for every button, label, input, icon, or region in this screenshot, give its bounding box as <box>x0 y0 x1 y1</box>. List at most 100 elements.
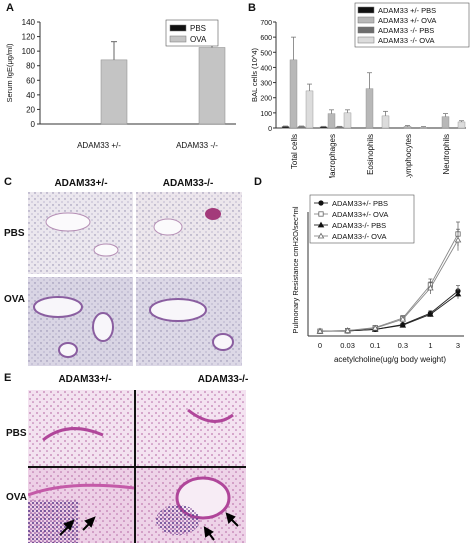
data-point <box>427 310 434 317</box>
legend-swatch <box>357 6 375 14</box>
legend-label: OVA <box>190 35 207 44</box>
legend-label: ADAM33 +/- PBS <box>378 6 436 15</box>
bar <box>335 126 344 129</box>
x-tick-label: 0.03 <box>340 341 355 350</box>
panel-label-b: B <box>248 2 256 14</box>
x-tick-label: 1 <box>428 341 432 350</box>
category-label: Neutrophils <box>442 134 451 174</box>
panel-c-col1-header: ADAM33+/- <box>54 178 108 189</box>
bar <box>281 126 290 129</box>
panel-c-row1-label: PBS <box>4 228 25 239</box>
legend-swatch <box>357 26 375 34</box>
y-tick-label: 300 <box>260 81 272 88</box>
x-tick-label: 0.3 <box>398 341 408 350</box>
data-point <box>427 284 434 291</box>
legend-label: ADAM33 -/- OVA <box>378 36 435 45</box>
chart-d: 0 0.03 0.1 0.3 1 3 acetylcholine(ug/g body wei… <box>291 194 464 364</box>
y-axis-label: Pulmonary Resistance cmH2O/sec*ml <box>291 206 300 333</box>
bar <box>289 59 298 129</box>
legend-label: ADAM33-/- PBS <box>332 221 386 230</box>
x-axis-label: acetylcholine(ug/g body weight) <box>334 355 446 364</box>
bar <box>457 121 466 129</box>
legend-label: PBS <box>190 24 206 33</box>
panel-c-micrographs <box>28 192 242 366</box>
panel-label-d: D <box>254 176 262 188</box>
category-label: Lymphocytes <box>404 134 413 178</box>
data-point <box>317 232 325 239</box>
bar <box>297 126 306 129</box>
data-point <box>454 236 462 243</box>
y-tick-label: 40 <box>26 91 35 100</box>
x-tick-label: 3 <box>456 341 460 350</box>
bar <box>305 90 314 129</box>
category-label: ADAM33 -/- <box>176 141 218 150</box>
y-tick-label: 120 <box>22 33 36 42</box>
x-tick-label: 0 <box>318 341 322 350</box>
chart-b: 0 100 200 300 400 500 600 700 BAL cells (10^4) To… <box>250 2 470 178</box>
panel-e-micrographs <box>28 390 246 543</box>
y-tick-label: 100 <box>22 47 36 56</box>
data-point <box>344 327 351 334</box>
data-point <box>316 327 324 334</box>
data-point <box>317 221 325 228</box>
x-tick-label: 0.1 <box>370 341 380 350</box>
panel-c-col2-header: ADAM33-/- <box>162 178 214 189</box>
bar <box>441 116 450 129</box>
data-point <box>318 200 324 206</box>
legend-swatch <box>357 16 375 24</box>
bar <box>403 126 412 129</box>
bar <box>365 88 374 129</box>
panel-e-col2-header: ADAM33-/- <box>197 374 249 385</box>
bar <box>381 115 390 129</box>
category-label: ADAM33 +/- <box>77 141 121 150</box>
category-label: Macrophages <box>328 134 337 178</box>
panel-e-col1-header: ADAM33+/- <box>58 374 112 385</box>
y-tick-label: 100 <box>260 111 272 118</box>
y-tick-label: 500 <box>260 50 272 57</box>
bar <box>419 127 428 129</box>
legend-swatch <box>357 36 375 44</box>
legend-label: ADAM33+/- OVA <box>332 210 388 219</box>
bar <box>319 126 328 129</box>
bar <box>198 47 226 125</box>
y-tick-label: 140 <box>22 18 36 27</box>
legend-label: ADAM33+/- PBS <box>332 199 388 208</box>
y-tick-label: 60 <box>26 76 35 85</box>
data-point <box>399 315 407 322</box>
y-tick-label: 0 <box>31 120 36 129</box>
legend-label: ADAM33 +/- OVA <box>378 16 436 25</box>
y-axis-label: Serum IgE(μg/ml) <box>5 43 14 102</box>
y-tick-label: 80 <box>26 62 35 71</box>
legend-label: ADAM33-/- OVA <box>332 232 386 241</box>
series-line <box>319 290 459 332</box>
data-point <box>371 324 379 331</box>
category-label: Total cells <box>290 134 299 169</box>
y-tick-label: 700 <box>260 20 272 27</box>
series-line <box>319 293 459 332</box>
bar <box>343 112 352 129</box>
data-point <box>454 290 462 297</box>
panel-c-row2-label: OVA <box>4 294 25 305</box>
category-label: Eosinophils <box>366 134 375 175</box>
panel-e-row1-label: PBS <box>6 428 27 439</box>
y-tick-label: 0 <box>268 126 272 133</box>
data-point <box>318 211 324 217</box>
panel-label-a: A <box>6 2 14 14</box>
chart-a: 0 20 40 60 80 100 120 140 Serum IgE(μg/ml) ADAM33… <box>5 18 236 150</box>
series-line <box>319 233 459 332</box>
y-axis-label: BAL cells (10^4) <box>250 47 259 102</box>
legend-label: ADAM33 -/- PBS <box>378 26 434 35</box>
series-line <box>319 239 459 332</box>
legend-swatch <box>169 35 187 43</box>
y-tick-label: 400 <box>260 65 272 72</box>
legend-swatch <box>169 24 187 32</box>
data-point <box>399 321 407 328</box>
panel-label-e: E <box>4 372 12 384</box>
panel-e-row2-label: OVA <box>6 492 27 503</box>
y-tick-label: 200 <box>260 96 272 103</box>
y-tick-label: 20 <box>26 105 35 114</box>
bar <box>327 113 336 129</box>
y-tick-label: 600 <box>260 35 272 42</box>
panel-label-c: C <box>4 176 12 188</box>
bar <box>100 59 128 125</box>
